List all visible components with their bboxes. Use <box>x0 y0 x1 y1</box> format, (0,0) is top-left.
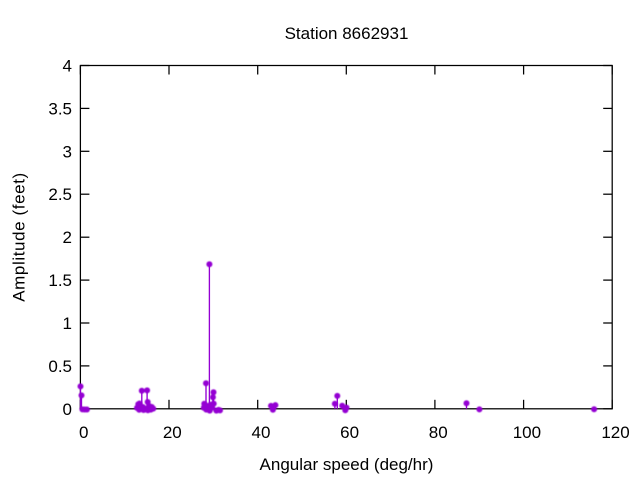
svg-text:40: 40 <box>252 423 271 442</box>
svg-text:3: 3 <box>63 142 72 161</box>
svg-text:0: 0 <box>63 400 72 419</box>
svg-text:0.5: 0.5 <box>48 357 72 376</box>
svg-text:0: 0 <box>79 423 88 442</box>
svg-text:3.5: 3.5 <box>48 99 72 118</box>
svg-text:120: 120 <box>601 423 629 442</box>
svg-text:100: 100 <box>513 423 541 442</box>
svg-text:60: 60 <box>340 423 359 442</box>
svg-text:1: 1 <box>63 314 72 333</box>
svg-text:2: 2 <box>63 228 72 247</box>
svg-text:Angular speed (deg/hr): Angular speed (deg/hr) <box>260 455 434 474</box>
svg-text:2.5: 2.5 <box>48 185 72 204</box>
svg-text:80: 80 <box>429 423 448 442</box>
svg-text:1.5: 1.5 <box>48 271 72 290</box>
svg-text:Amplitude (feet): Amplitude (feet) <box>10 172 29 302</box>
svg-text:4: 4 <box>63 57 72 76</box>
svg-text:20: 20 <box>163 423 182 442</box>
svg-text:Station 8662931: Station 8662931 <box>285 24 409 43</box>
